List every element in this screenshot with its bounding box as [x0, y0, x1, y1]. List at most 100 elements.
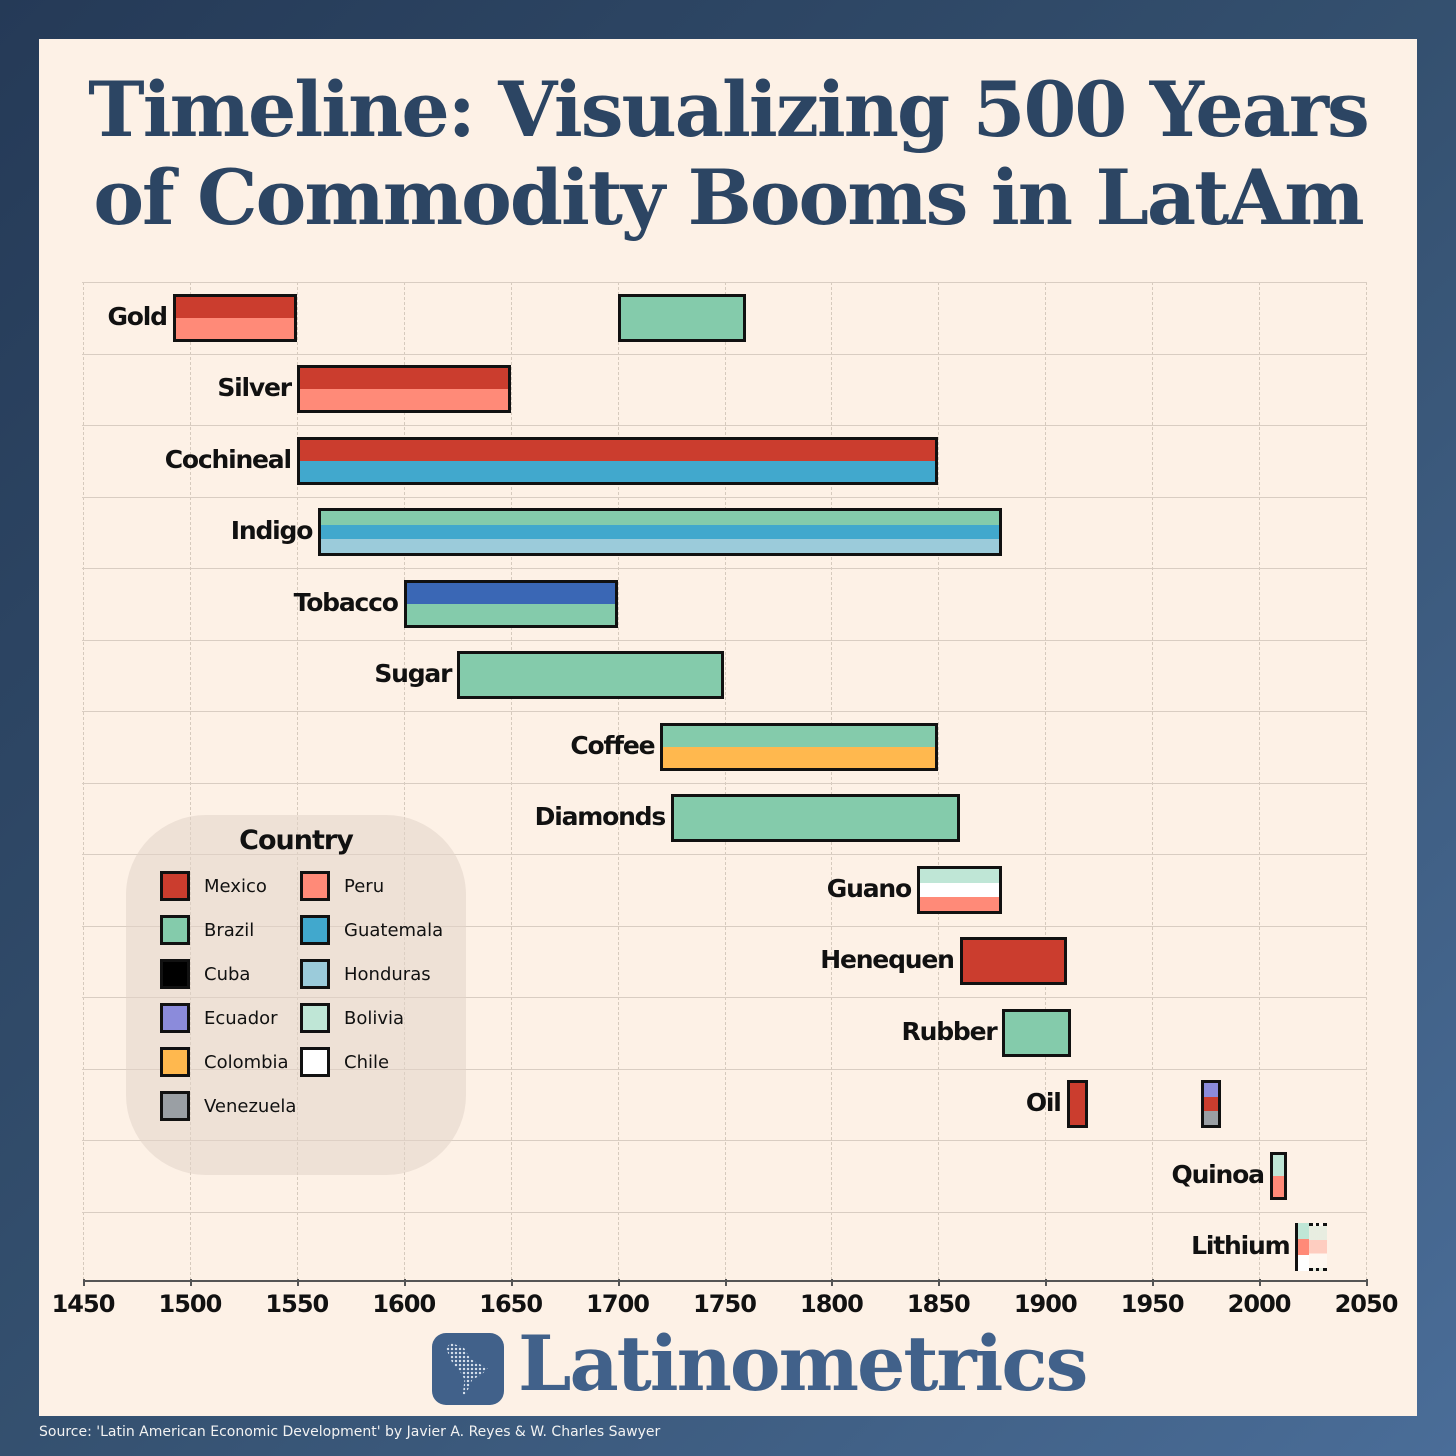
axis-tick — [510, 1279, 513, 1286]
bar-segment-mexico — [299, 368, 508, 390]
row-separator — [82, 496, 1367, 498]
axis-tick — [296, 1279, 299, 1286]
commodity-label-coffee: Coffee — [570, 730, 655, 760]
gridline-vertical — [1366, 282, 1367, 1280]
timeline-bar-oil — [1066, 1080, 1088, 1129]
timeline-bar-coffee — [660, 722, 939, 771]
bar-segment-colombia — [663, 746, 936, 768]
bar-segment-cuba — [406, 582, 615, 604]
legend-item-brazil: Brazil — [160, 915, 254, 945]
bar-segment-peru — [175, 317, 294, 339]
row-separator — [82, 782, 1367, 784]
legend-swatch — [160, 915, 190, 945]
legend-title: Country — [239, 825, 354, 856]
bar-segment-brazil — [663, 725, 936, 747]
commodity-label-sugar: Sugar — [374, 659, 452, 689]
timeline-bar-gold — [617, 293, 746, 342]
axis-tick-label: 1450 — [51, 1290, 116, 1318]
legend-item-cuba: Cuba — [160, 959, 250, 989]
bar-segment-brazil — [620, 296, 743, 339]
bar-segment-bolivia — [919, 868, 1000, 883]
axis-tick-label: 1850 — [906, 1290, 971, 1318]
commodity-label-indigo: Indigo — [230, 516, 314, 546]
legend-swatch — [160, 871, 190, 901]
ongoing-extension — [1309, 1223, 1328, 1272]
axis-tick-label: 1500 — [158, 1290, 223, 1318]
legend-swatch — [300, 1047, 330, 1077]
gridline-vertical — [189, 282, 191, 1280]
timeline-bar-oil — [1201, 1080, 1221, 1129]
legend-item-mexico: Mexico — [160, 871, 267, 901]
axis-tick-label: 1900 — [1013, 1290, 1078, 1318]
row-separator — [82, 1068, 1367, 1070]
axis-tick-label: 1650 — [479, 1290, 543, 1318]
commodity-label-lithium: Lithium — [1191, 1231, 1290, 1261]
commodity-label-diamonds: Diamonds — [534, 802, 667, 832]
gridline-vertical — [510, 282, 512, 1280]
legend-swatch — [300, 915, 330, 945]
legend-label: Guatemala — [344, 919, 444, 941]
legend-label: Cuba — [204, 963, 251, 985]
legend-label: Peru — [344, 875, 385, 897]
bar-segment-chile — [919, 882, 1000, 897]
commodity-label-guano: Guano — [826, 873, 912, 903]
bar-segment-bolivia — [1298, 1223, 1310, 1240]
legend-swatch — [160, 1091, 190, 1121]
axis-tick — [1045, 1279, 1048, 1286]
legend-label: Bolivia — [344, 1007, 405, 1029]
legend-label: Ecuador — [204, 1007, 278, 1029]
timeline-bar-indigo — [318, 508, 1003, 557]
timeline-bar-silver — [296, 365, 511, 414]
timeline-bar-rubber — [1002, 1008, 1071, 1057]
axis-tick-label: 1950 — [1120, 1290, 1185, 1318]
row-separator — [82, 925, 1367, 927]
gridline-vertical — [403, 282, 405, 1280]
bar-segment-peru — [1298, 1239, 1310, 1256]
row-separator — [82, 854, 1367, 855]
legend-swatch — [160, 959, 190, 989]
gridline-vertical — [938, 282, 940, 1280]
source-note: Source: 'Latin American Economic Develop… — [39, 1424, 661, 1440]
legend-label: Brazil — [204, 919, 255, 941]
axis-tick-label: 1550 — [265, 1290, 329, 1318]
axis-tick — [1259, 1279, 1262, 1286]
timeline-bar-lithium — [1295, 1223, 1310, 1272]
row-separator — [82, 1211, 1367, 1213]
row-separator — [82, 425, 1367, 426]
legend-item-bolivia: Bolivia — [300, 1003, 404, 1033]
legend-swatch — [300, 1003, 330, 1033]
bar-segment-brazil — [674, 797, 957, 840]
bar-segment-brazil — [406, 603, 615, 625]
gridline-vertical — [724, 282, 726, 1280]
bar-segment-bolivia — [1272, 1154, 1284, 1176]
bar-segment-venezuela — [1204, 1111, 1218, 1126]
gridline-vertical — [617, 282, 619, 1280]
bar-segment-mexico — [962, 940, 1064, 983]
commodity-label-cochineal: Cochineal — [164, 444, 292, 474]
commodity-label-silver: Silver — [217, 373, 292, 403]
legend-swatch — [160, 1003, 190, 1033]
row-separator — [82, 282, 1367, 283]
timeline-bar-gold — [172, 293, 297, 342]
timeline-bar-diamonds — [671, 794, 960, 843]
latin-america-map-icon — [432, 1333, 504, 1405]
row-separator — [82, 997, 1367, 998]
bar-segment-brazil — [460, 654, 722, 697]
axis-tick — [938, 1279, 941, 1286]
bar-segment-brazil — [1005, 1011, 1068, 1054]
bar-segment-peru — [919, 896, 1000, 911]
bar-segment-guatemala — [299, 460, 936, 482]
commodity-label-henequen: Henequen — [820, 945, 955, 975]
row-separator — [82, 711, 1367, 712]
legend-label: Honduras — [344, 963, 431, 985]
legend-item-chile: Chile — [300, 1047, 389, 1077]
axis-tick — [189, 1279, 192, 1286]
axis-tick-label: 1600 — [372, 1290, 436, 1318]
row-separator — [82, 353, 1367, 355]
bar-segment-honduras — [321, 539, 1000, 554]
gridline-vertical — [1259, 282, 1261, 1280]
legend-swatch — [160, 1047, 190, 1077]
legend-label: Venezuela — [204, 1095, 297, 1117]
axis-tick — [724, 1279, 727, 1286]
